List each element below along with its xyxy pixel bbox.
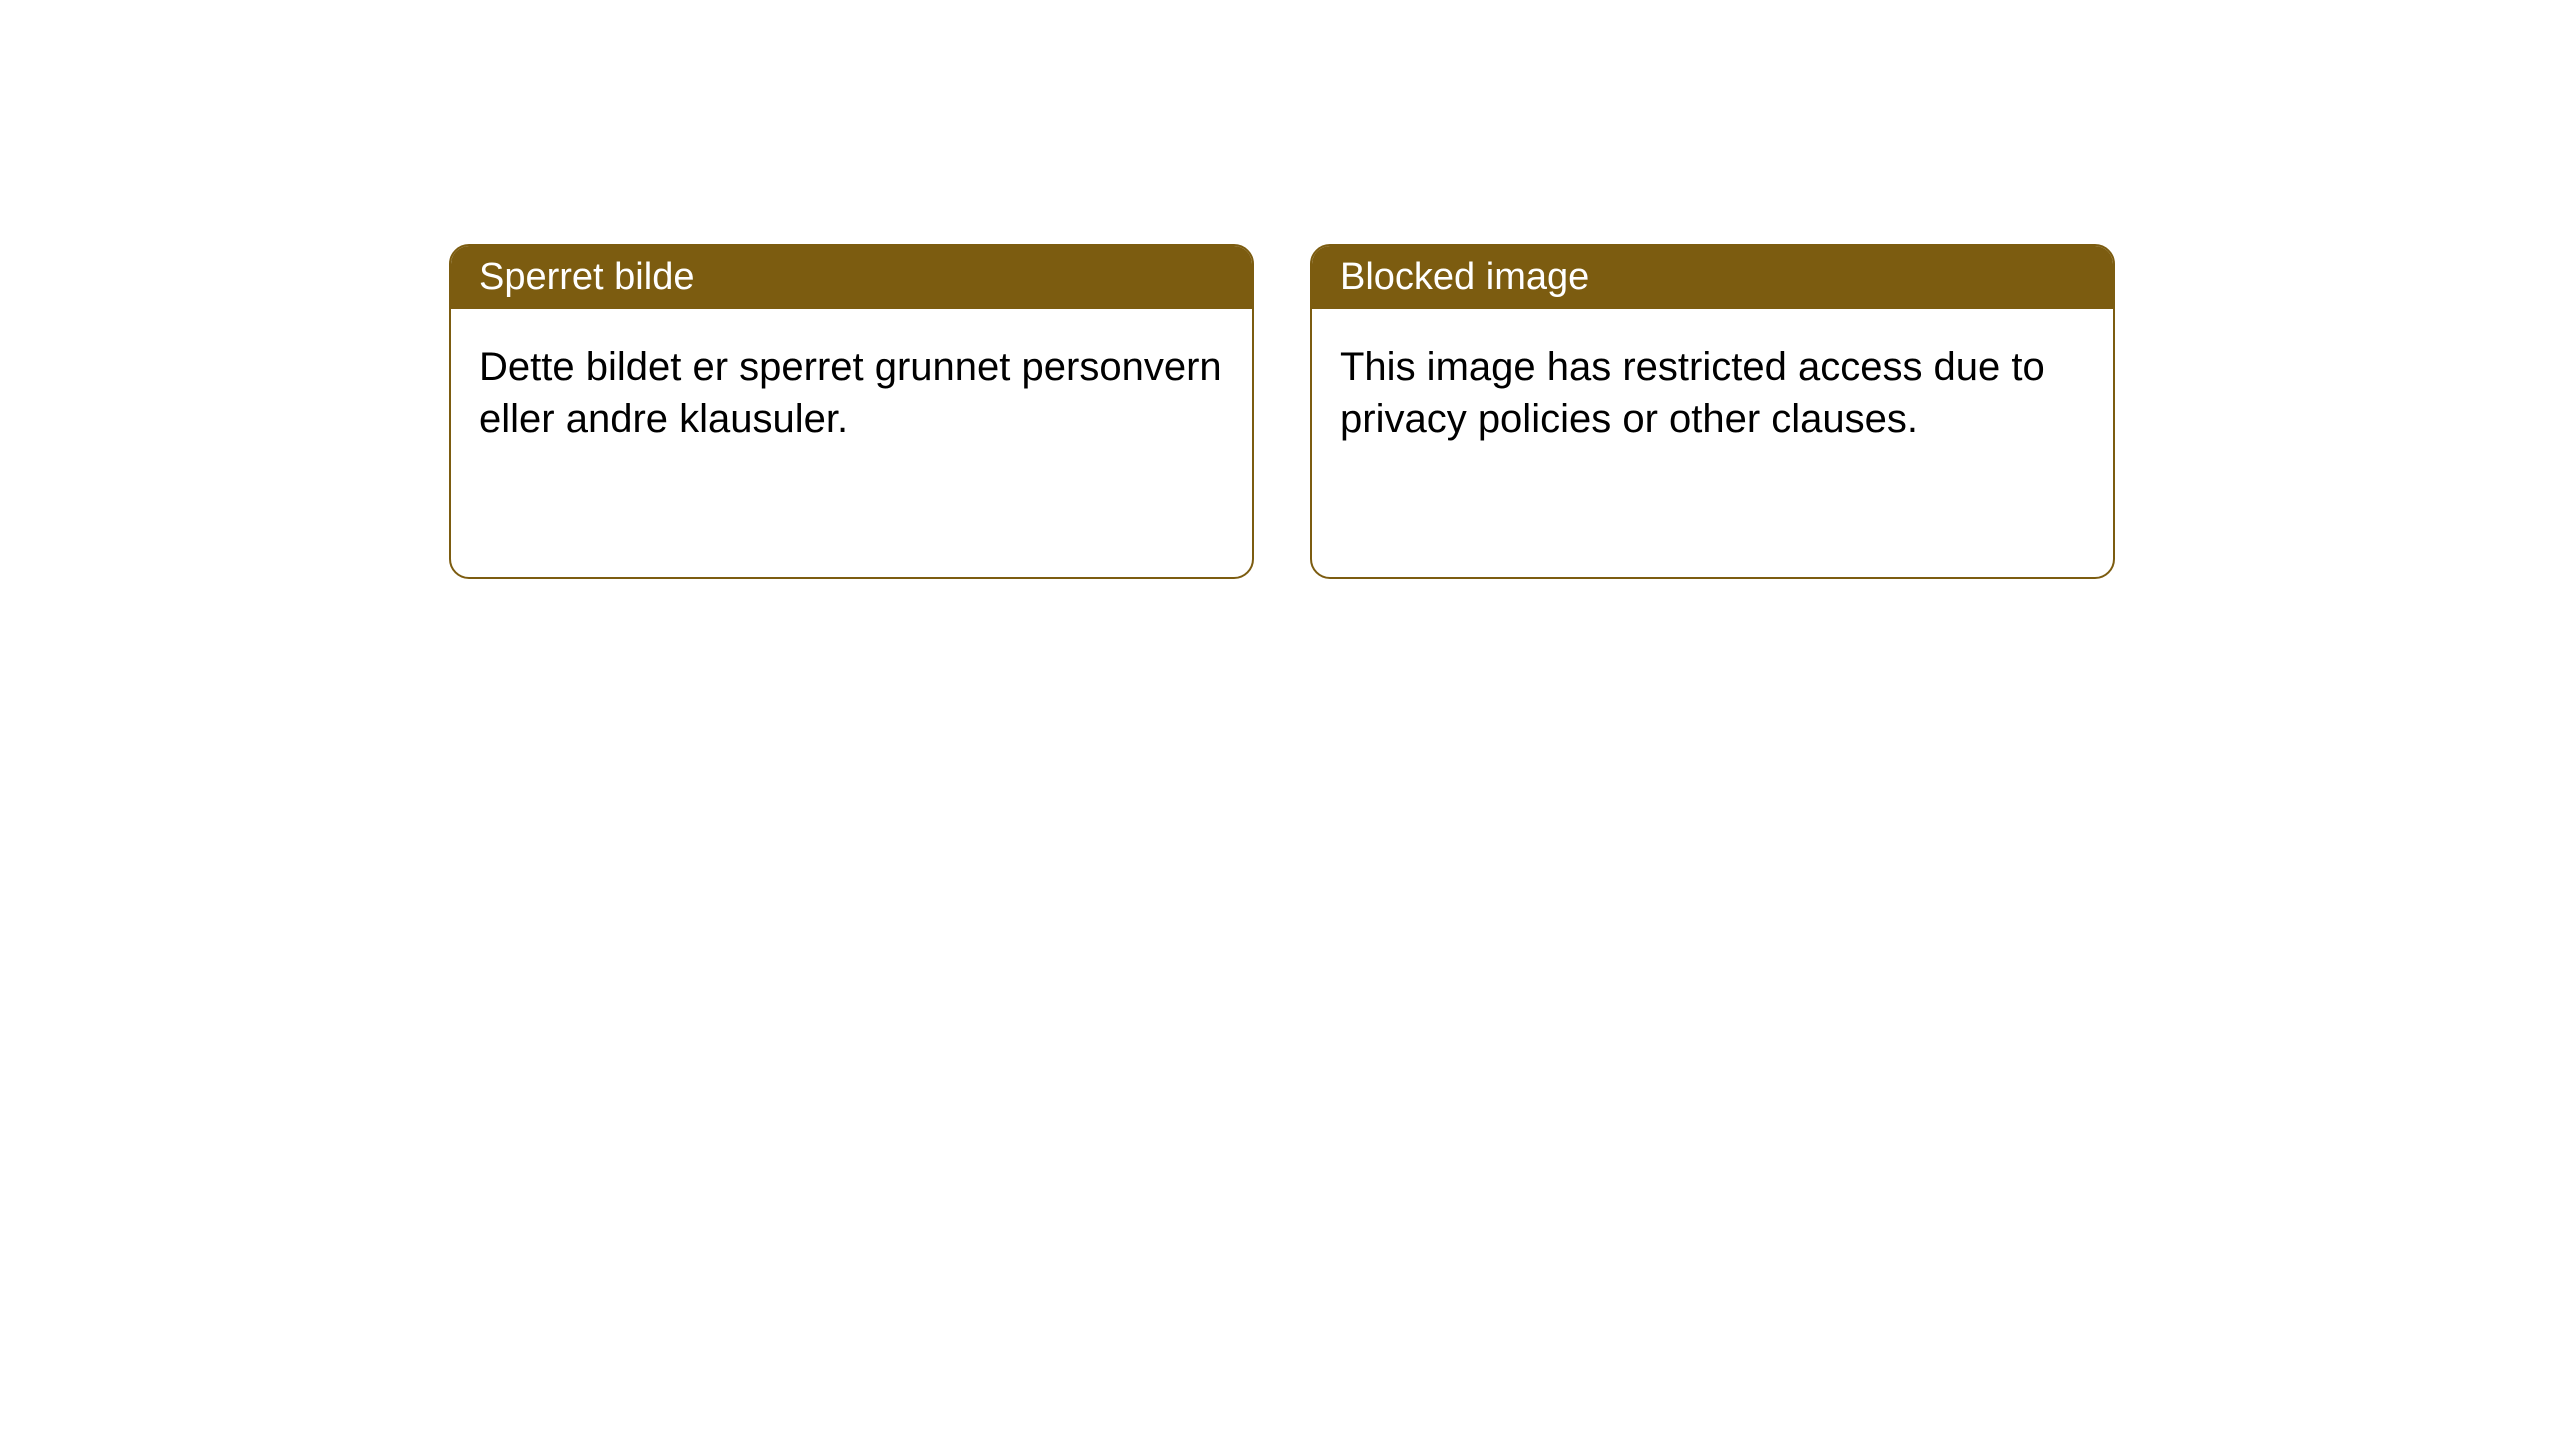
notice-container: Sperret bilde Dette bildet er sperret gr… [449,244,2115,579]
notice-card-en: Blocked image This image has restricted … [1310,244,2115,579]
notice-title-en: Blocked image [1312,246,2113,309]
notice-body-no: Dette bildet er sperret grunnet personve… [451,309,1252,477]
notice-body-en: This image has restricted access due to … [1312,309,2113,477]
notice-card-no: Sperret bilde Dette bildet er sperret gr… [449,244,1254,579]
notice-title-no: Sperret bilde [451,246,1252,309]
